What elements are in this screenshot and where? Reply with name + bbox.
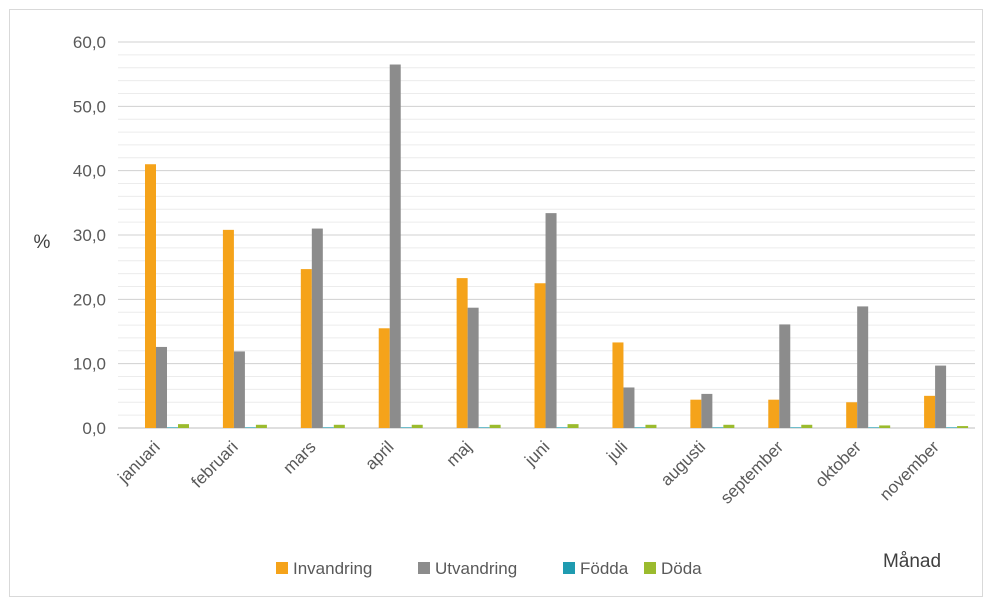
- y-axis-ticks: 0,0 10,0 20,0 30,0 40,0 50,0 60,0: [73, 33, 106, 438]
- bars: [145, 64, 969, 429]
- bar-döda-februari: [255, 424, 267, 428]
- legend-swatch: [644, 562, 656, 574]
- bar-invandring-april: [378, 328, 390, 428]
- bar-döda-maj: [489, 424, 501, 428]
- y-tick-label: 0,0: [82, 419, 106, 438]
- bar-utvandring-mars: [311, 228, 323, 428]
- legend-label: Födda: [580, 559, 629, 578]
- bar-födda-juni: [556, 427, 568, 428]
- bar-invandring-januari: [145, 164, 156, 428]
- bar-döda-juli: [645, 424, 657, 428]
- bar-utvandring-augusti: [701, 393, 713, 428]
- legend-label: Döda: [661, 559, 702, 578]
- bar-invandring-juni: [534, 283, 546, 428]
- legend-swatch: [418, 562, 430, 574]
- y-tick-label: 10,0: [73, 355, 106, 374]
- y-tick-label: 50,0: [73, 97, 106, 116]
- bar-födda-mars: [322, 427, 334, 428]
- bar-döda-juni: [567, 424, 579, 428]
- bar-utvandring-april: [389, 64, 401, 429]
- bar-födda-november: [946, 427, 958, 428]
- bar-utvandring-januari: [156, 346, 167, 428]
- bar-invandring-mars: [300, 269, 312, 428]
- bar-utvandring-maj: [467, 307, 479, 428]
- bar-utvandring-juli: [623, 387, 635, 428]
- bar-födda-maj: [478, 427, 490, 428]
- bar-utvandring-oktober: [857, 306, 869, 428]
- bar-invandring-maj: [456, 278, 468, 428]
- bar-utvandring-september: [779, 324, 791, 428]
- x-axis-title: Månad: [883, 551, 941, 572]
- y-tick-label: 20,0: [73, 290, 106, 309]
- legend-label: Utvandring: [435, 559, 517, 578]
- y-axis-title: %: [34, 232, 51, 253]
- bar-invandring-augusti: [690, 399, 702, 428]
- bar-invandring-november: [924, 395, 936, 428]
- bar-döda-november: [957, 426, 969, 428]
- bar-födda-augusti: [712, 427, 724, 428]
- bar-födda-september: [790, 427, 802, 428]
- bar-födda-april: [400, 427, 412, 428]
- y-tick-label: 40,0: [73, 162, 106, 181]
- bar-döda-mars: [333, 424, 345, 428]
- y-tick-label: 60,0: [73, 33, 106, 52]
- bar-födda-oktober: [868, 427, 880, 428]
- bar-döda-januari: [178, 424, 189, 428]
- bar-invandring-oktober: [846, 402, 858, 428]
- legend-label: Invandring: [293, 559, 372, 578]
- bar-döda-oktober: [879, 425, 891, 428]
- chart-border: [9, 9, 983, 597]
- legend: Invandring Utvandring Födda Döda: [276, 559, 702, 578]
- bar-födda-juli: [634, 427, 646, 428]
- bar-döda-april: [411, 424, 423, 428]
- bar-födda-februari: [244, 427, 256, 428]
- legend-swatch: [276, 562, 288, 574]
- bar-döda-september: [801, 424, 813, 428]
- y-tick-label: 30,0: [73, 226, 106, 245]
- bar-utvandring-november: [935, 365, 947, 428]
- bar-utvandring-juni: [545, 213, 557, 428]
- bar-födda-januari: [167, 427, 178, 428]
- bar-utvandring-februari: [233, 351, 245, 428]
- bar-invandring-februari: [222, 229, 234, 428]
- bar-invandring-juli: [612, 342, 624, 428]
- legend-swatch: [563, 562, 575, 574]
- bar-invandring-september: [768, 399, 780, 428]
- bar-döda-augusti: [723, 424, 735, 428]
